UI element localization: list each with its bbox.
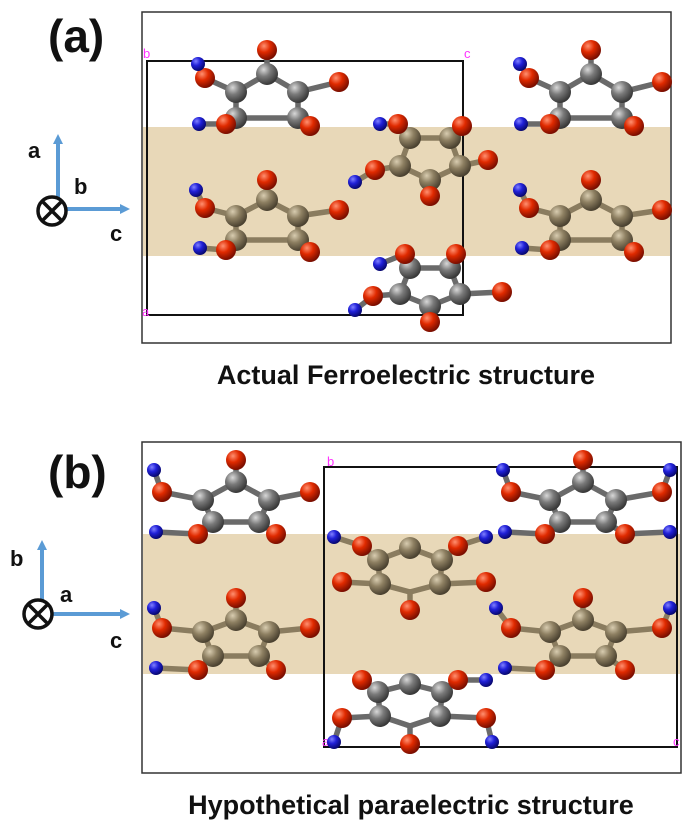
molecule <box>191 40 349 136</box>
molecule <box>513 40 672 136</box>
panel-b-axis-right-label: c <box>110 628 122 653</box>
panel-b-cell-label-bottom-left: a <box>322 734 330 749</box>
panel-a-cell-label-bottom-left: a <box>142 304 150 319</box>
molecule <box>348 244 512 332</box>
panel-b-letter: (b) <box>48 446 107 498</box>
panel-a-caption: Actual Ferroelectric structure <box>217 360 595 390</box>
panel-b-axis-into-page-label: a <box>60 582 73 607</box>
panel-b-axis-up-label: b <box>10 546 23 571</box>
molecule <box>327 670 499 754</box>
panel-a-letter: (a) <box>48 10 104 62</box>
molecule <box>496 450 677 544</box>
panel-a-axis-into-page-label: b <box>74 174 87 199</box>
molecule <box>147 588 320 680</box>
molecule <box>147 450 320 544</box>
molecule <box>348 114 498 206</box>
molecule <box>513 170 672 262</box>
panel-b-cell-label-top-left: b <box>327 454 334 469</box>
panel-a-axes: a b c <box>28 134 130 246</box>
panel-a-unit-cell <box>146 60 464 316</box>
panel-b-cell-label-bottom-right: c <box>673 734 680 749</box>
panel-b: (b) b a c b a c <box>10 441 682 820</box>
panel-b-caption: Hypothetical paraelectric structure <box>188 790 634 820</box>
molecule <box>189 170 349 262</box>
molecule <box>489 588 677 680</box>
panel-b-axes: b a c <box>10 540 130 653</box>
panel-a: (a) a b c b c a <box>28 10 672 390</box>
panel-a-cell-label-top-right: c <box>464 46 471 61</box>
panel-a-cell-label-top-left: b <box>143 46 150 61</box>
molecule <box>327 530 496 620</box>
panel-a-axis-right-label: c <box>110 221 122 246</box>
panel-a-axis-up-label: a <box>28 138 41 163</box>
